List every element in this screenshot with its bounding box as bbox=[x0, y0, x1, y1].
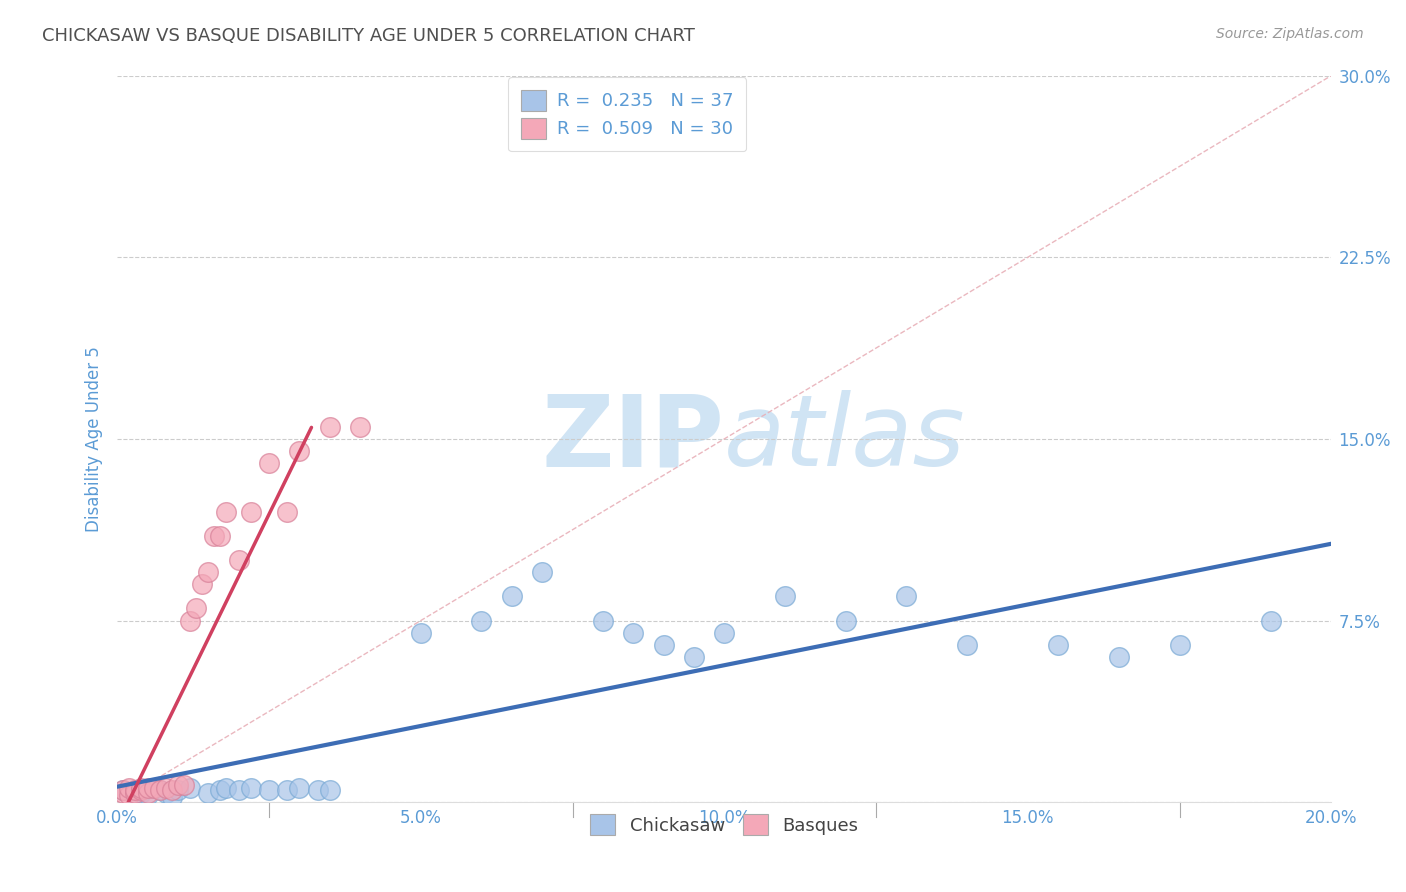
Point bbox=[167, 783, 190, 797]
Point bbox=[531, 565, 554, 579]
Point bbox=[131, 786, 153, 800]
Point bbox=[288, 780, 311, 795]
Point bbox=[124, 788, 146, 802]
Point bbox=[228, 783, 250, 797]
Point bbox=[209, 783, 232, 797]
Point bbox=[112, 783, 135, 797]
Point bbox=[773, 590, 796, 604]
Y-axis label: Disability Age Under 5: Disability Age Under 5 bbox=[86, 346, 103, 532]
Point bbox=[470, 614, 492, 628]
Point bbox=[184, 601, 207, 615]
Point bbox=[307, 783, 329, 797]
Point bbox=[191, 577, 214, 591]
Point bbox=[713, 625, 735, 640]
Point bbox=[228, 553, 250, 567]
Point bbox=[112, 783, 135, 797]
Text: Source: ZipAtlas.com: Source: ZipAtlas.com bbox=[1216, 27, 1364, 41]
Point bbox=[835, 614, 858, 628]
Point bbox=[409, 625, 432, 640]
Point bbox=[1108, 649, 1130, 664]
Point bbox=[142, 780, 165, 795]
Point bbox=[652, 638, 675, 652]
Point bbox=[179, 614, 201, 628]
Point bbox=[136, 788, 159, 802]
Point bbox=[112, 786, 135, 800]
Point bbox=[136, 780, 159, 795]
Point bbox=[160, 783, 183, 797]
Point bbox=[276, 783, 298, 797]
Point bbox=[896, 590, 918, 604]
Point bbox=[118, 780, 141, 795]
Point bbox=[683, 649, 706, 664]
Point bbox=[1260, 614, 1282, 628]
Point bbox=[197, 565, 219, 579]
Legend: Chickasaw, Basques: Chickasaw, Basques bbox=[581, 805, 868, 844]
Point bbox=[142, 780, 165, 795]
Point bbox=[155, 786, 177, 800]
Point bbox=[179, 780, 201, 795]
Point bbox=[118, 788, 141, 802]
Point bbox=[239, 780, 262, 795]
Point bbox=[257, 783, 280, 797]
Point bbox=[149, 783, 172, 797]
Point bbox=[276, 505, 298, 519]
Point bbox=[349, 419, 371, 434]
Point bbox=[136, 786, 159, 800]
Point bbox=[318, 783, 340, 797]
Point bbox=[197, 786, 219, 800]
Text: atlas: atlas bbox=[724, 391, 966, 487]
Point bbox=[202, 529, 225, 543]
Point bbox=[318, 419, 340, 434]
Point bbox=[167, 778, 190, 792]
Point bbox=[215, 780, 238, 795]
Point bbox=[501, 590, 523, 604]
Point bbox=[239, 505, 262, 519]
Point bbox=[149, 783, 172, 797]
Text: ZIP: ZIP bbox=[541, 391, 724, 487]
Point bbox=[1168, 638, 1191, 652]
Point bbox=[956, 638, 979, 652]
Point bbox=[173, 778, 195, 792]
Point bbox=[215, 505, 238, 519]
Point bbox=[124, 783, 146, 797]
Point bbox=[209, 529, 232, 543]
Point bbox=[124, 786, 146, 800]
Point bbox=[288, 444, 311, 458]
Point bbox=[131, 780, 153, 795]
Point bbox=[592, 614, 614, 628]
Point bbox=[1047, 638, 1070, 652]
Point bbox=[155, 780, 177, 795]
Text: CHICKASAW VS BASQUE DISABILITY AGE UNDER 5 CORRELATION CHART: CHICKASAW VS BASQUE DISABILITY AGE UNDER… bbox=[42, 27, 695, 45]
Point bbox=[257, 456, 280, 470]
Point bbox=[160, 790, 183, 805]
Point bbox=[621, 625, 644, 640]
Point bbox=[131, 783, 153, 797]
